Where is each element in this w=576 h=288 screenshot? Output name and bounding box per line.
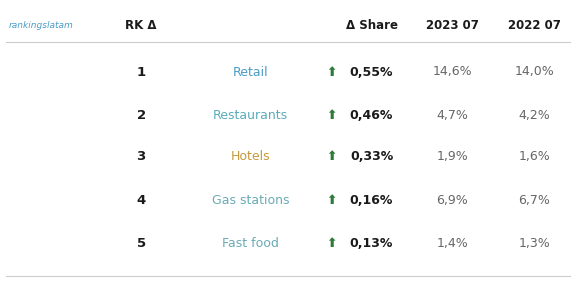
Text: 0,55%: 0,55% — [350, 65, 393, 79]
Text: 6,7%: 6,7% — [518, 194, 551, 207]
Text: 4,7%: 4,7% — [436, 109, 468, 122]
Text: RK Δ: RK Δ — [126, 19, 157, 33]
Text: 2023 07: 2023 07 — [426, 19, 479, 33]
Text: Hotels: Hotels — [231, 150, 270, 164]
Text: 1,4%: 1,4% — [436, 237, 468, 250]
Text: 0,13%: 0,13% — [350, 237, 393, 250]
Text: 4,2%: 4,2% — [518, 109, 551, 122]
Text: ⬆: ⬆ — [326, 194, 336, 207]
Text: 2022 07: 2022 07 — [508, 19, 561, 33]
Text: Gas stations: Gas stations — [212, 194, 289, 207]
Text: Δ Share: Δ Share — [346, 19, 397, 33]
Text: 1: 1 — [137, 65, 146, 79]
Text: 2: 2 — [137, 109, 146, 122]
Text: 1,3%: 1,3% — [518, 237, 551, 250]
Text: 0,46%: 0,46% — [350, 109, 393, 122]
Text: Retail: Retail — [233, 65, 268, 79]
Text: 14,6%: 14,6% — [433, 65, 472, 79]
Text: Restaurants: Restaurants — [213, 109, 288, 122]
Text: 4: 4 — [137, 194, 146, 207]
Text: Fast food: Fast food — [222, 237, 279, 250]
Text: 0,16%: 0,16% — [350, 194, 393, 207]
Text: ⬆: ⬆ — [326, 150, 336, 164]
Text: 0,33%: 0,33% — [350, 150, 393, 164]
Text: ⬆: ⬆ — [326, 65, 336, 79]
Text: 6,9%: 6,9% — [436, 194, 468, 207]
Text: ⬆: ⬆ — [326, 109, 336, 122]
Text: 3: 3 — [137, 150, 146, 164]
Text: 1,6%: 1,6% — [518, 150, 551, 164]
Text: 1,9%: 1,9% — [436, 150, 468, 164]
Text: ⬆: ⬆ — [326, 237, 336, 250]
Text: rankingslatam: rankingslatam — [9, 21, 73, 31]
Text: 5: 5 — [137, 237, 146, 250]
Text: 14,0%: 14,0% — [514, 65, 555, 79]
